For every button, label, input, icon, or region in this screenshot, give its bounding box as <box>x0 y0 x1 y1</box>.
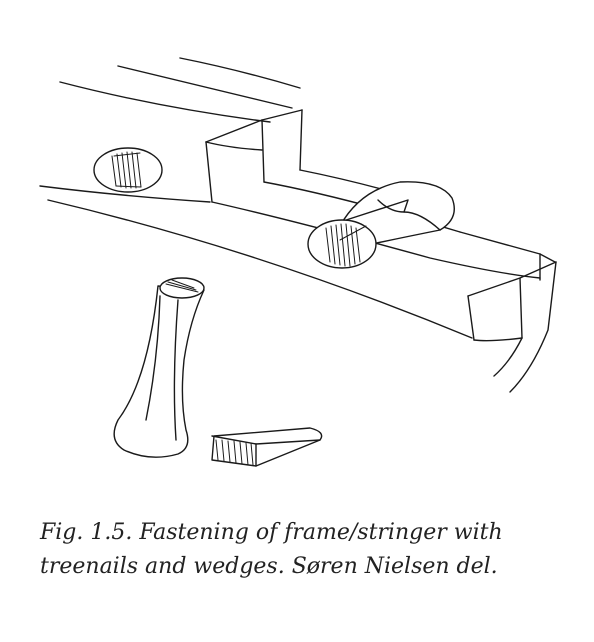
stringer-timber <box>39 57 541 339</box>
treenail-end-left <box>93 147 163 193</box>
figure-caption: Fig. 1.5. Fastening of frame/stringer wi… <box>40 516 560 584</box>
frame-end-block <box>459 231 557 393</box>
caption-line-2: treenails and wedges. Søren Nielsen del. <box>40 554 498 579</box>
treenail-with-wedge <box>307 181 455 269</box>
line-drawing-figure <box>39 57 557 467</box>
loose-wedge <box>211 427 323 467</box>
caption-line-1: Fig. 1.5. Fastening of frame/stringer wi… <box>40 520 503 545</box>
loose-treenail <box>113 277 205 458</box>
